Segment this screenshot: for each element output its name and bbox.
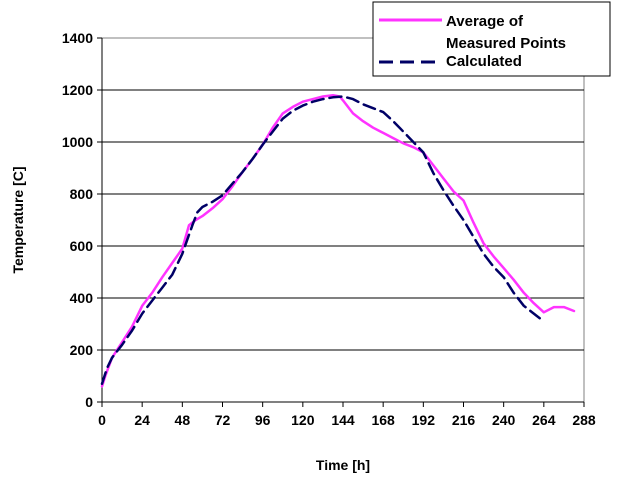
y-tick-label: 800 bbox=[70, 186, 94, 202]
x-tick-label: 168 bbox=[371, 412, 395, 428]
plot-area bbox=[101, 37, 585, 403]
x-tick-label: 24 bbox=[134, 412, 150, 428]
legend: Average of Measured Points Calculated bbox=[372, 1, 611, 77]
series-line-measured bbox=[100, 93, 576, 388]
x-tick-label: 96 bbox=[255, 412, 271, 428]
legend-label-measured: Average of Measured Points bbox=[446, 13, 566, 52]
x-tick-label: 120 bbox=[291, 412, 315, 428]
y-axis-title: Temperature [C] bbox=[10, 166, 26, 273]
x-tick-label: 192 bbox=[412, 412, 436, 428]
x-tick-label: 72 bbox=[215, 412, 231, 428]
y-tick-label: 200 bbox=[70, 342, 94, 358]
x-tick-label: 0 bbox=[98, 412, 106, 428]
x-tick-label: 288 bbox=[572, 412, 596, 428]
y-tick-label: 1000 bbox=[62, 134, 93, 150]
series-line-calculated bbox=[100, 95, 546, 386]
y-tick-labels: 0 200 400 600 800 1000 1200 1400 bbox=[62, 30, 93, 410]
y-tick-label: 600 bbox=[70, 238, 94, 254]
legend-label-calculated: Calculated bbox=[446, 53, 522, 70]
series-layer bbox=[100, 93, 576, 388]
x-axis-title: Time [h] bbox=[316, 457, 370, 473]
x-tick-label: 48 bbox=[175, 412, 191, 428]
y-tick-label: 1400 bbox=[62, 30, 93, 46]
x-tick-label: 216 bbox=[452, 412, 476, 428]
y-tick-label: 0 bbox=[85, 394, 93, 410]
legend-box bbox=[372, 1, 611, 77]
x-tick-label: 144 bbox=[331, 412, 355, 428]
x-tick-label: 240 bbox=[492, 412, 516, 428]
x-tick-label: 264 bbox=[532, 412, 556, 428]
y-tick-label: 1200 bbox=[62, 82, 93, 98]
axes bbox=[101, 38, 584, 403]
x-tick-labels: 0 24 48 72 96 120 144 168 192 216 240 264 288 bbox=[98, 412, 596, 428]
y-tick-label: 400 bbox=[70, 290, 94, 306]
